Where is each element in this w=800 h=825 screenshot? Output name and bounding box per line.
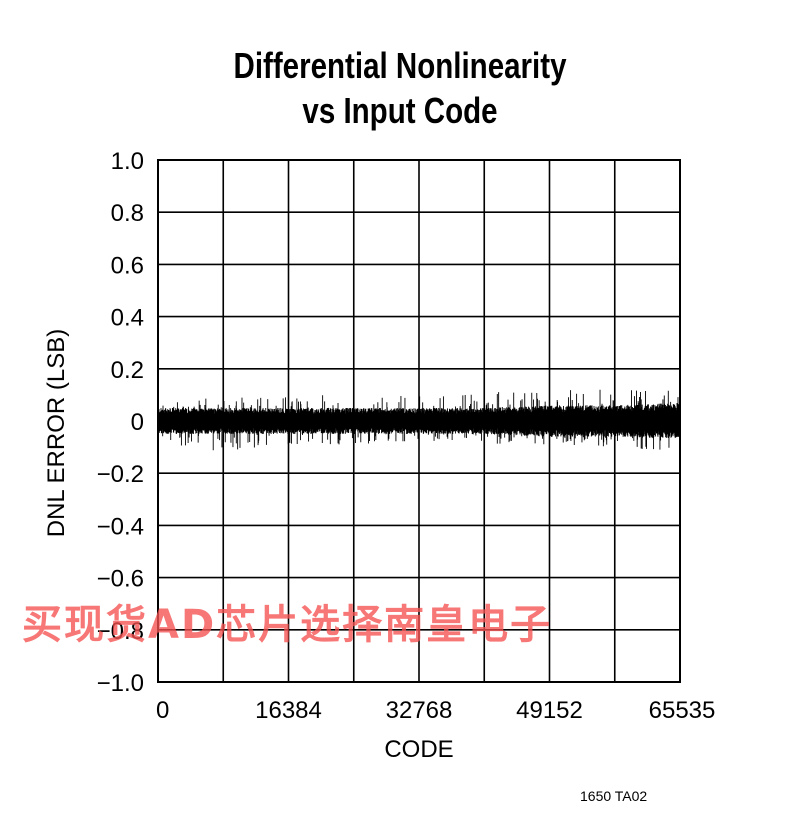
chart-title-line1: Differential Nonlinearity bbox=[233, 45, 567, 86]
y-axis-label: DNL ERROR (LSB) bbox=[43, 329, 70, 537]
x-tick-label: 49152 bbox=[516, 697, 583, 724]
y-tick-label: −0.6 bbox=[97, 566, 144, 593]
x-tick-label: 16384 bbox=[255, 697, 322, 724]
y-tick-label: 0.8 bbox=[111, 200, 144, 227]
y-tick-label: 1.0 bbox=[111, 148, 144, 175]
x-tick-label: 0 bbox=[156, 697, 169, 724]
x-tick-labels: 0 16384 32768 49152 65535 bbox=[156, 697, 715, 724]
y-tick-label: 0.4 bbox=[111, 305, 144, 332]
y-tick-label: 0.2 bbox=[111, 357, 144, 384]
x-tick-label: 32768 bbox=[386, 697, 453, 724]
x-tick-label: 65535 bbox=[649, 697, 716, 724]
y-tick-label: −0.2 bbox=[97, 461, 144, 488]
y-tick-label: −0.4 bbox=[97, 513, 144, 540]
y-tick-label: 0.6 bbox=[111, 252, 144, 279]
y-tick-label: −1.0 bbox=[97, 670, 144, 697]
figure-code: 1650 TA02 bbox=[580, 788, 648, 804]
y-tick-label: 0 bbox=[131, 409, 144, 436]
y-tick-label: −0.8 bbox=[97, 618, 144, 645]
y-tick-labels: 1.0 0.8 0.6 0.4 0.2 0 −0.2 −0.4 −0.6 −0.8 −1.0 bbox=[97, 148, 144, 697]
x-axis-label: CODE bbox=[384, 736, 453, 763]
chart-title-line2: vs Input Code bbox=[302, 90, 498, 131]
watermark: 买现货AD芯片选择南皇电子 bbox=[22, 602, 553, 648]
plot-frame bbox=[157, 159, 681, 683]
